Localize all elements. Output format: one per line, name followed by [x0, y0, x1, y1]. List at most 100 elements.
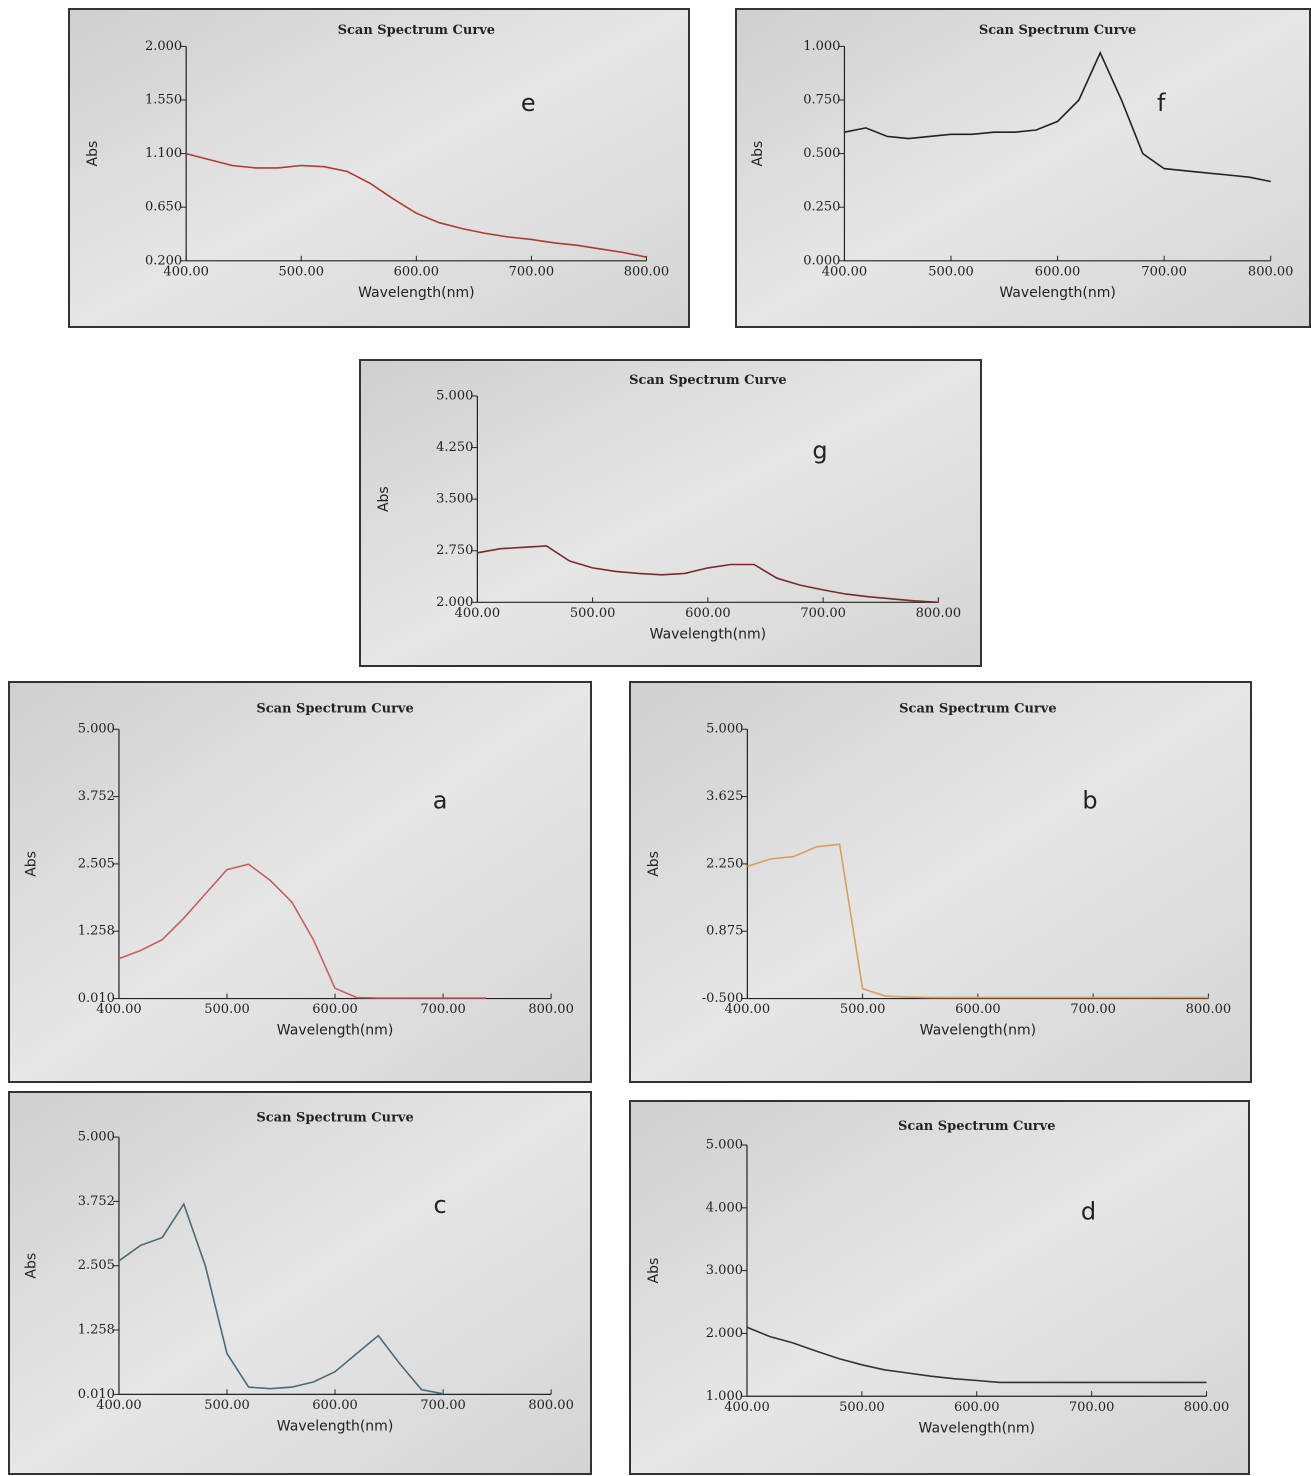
x-tick-label: 400.00	[455, 606, 501, 621]
spectrum-line	[185, 152, 647, 258]
panel	[629, 681, 1252, 1083]
x-tick-label: 800.00	[528, 1398, 574, 1413]
panel-label: d	[1081, 1198, 1096, 1226]
x-tick-label: 500.00	[204, 1002, 250, 1017]
y-tick-label: 0.650	[145, 200, 182, 215]
y-tick-label: 4.250	[436, 440, 473, 455]
x-tick-label: 700.00	[1070, 1002, 1116, 1017]
x-axis-label: Wavelength(nm)	[919, 1420, 1035, 1436]
panel-label: b	[1082, 787, 1097, 815]
y-tick-label: 1.550	[145, 93, 182, 108]
y-tick-label: 0.500	[803, 146, 840, 161]
y-tick-label: 0.750	[803, 93, 840, 108]
y-tick-label: 1.100	[145, 146, 182, 161]
x-tick-label: 400.00	[822, 264, 868, 279]
panel	[735, 8, 1311, 328]
chart-title: Scan Spectrum Curve	[629, 373, 786, 388]
y-tick-label: 0.010	[78, 991, 115, 1006]
spectrum-line	[747, 843, 1209, 999]
x-tick-label: 500.00	[839, 1400, 885, 1415]
y-tick-label: 5.000	[78, 722, 115, 737]
y-tick-label: 5.000	[706, 722, 743, 737]
y-tick-label: 2.505	[78, 856, 115, 871]
x-tick-label: 800.00	[1184, 1400, 1230, 1415]
x-tick-label: 400.00	[96, 1002, 142, 1017]
x-tick-label: 800.00	[1186, 1002, 1232, 1017]
x-tick-label: 400.00	[724, 1400, 770, 1415]
y-axis-label: Abs	[646, 851, 662, 877]
x-tick-label: 700.00	[1141, 264, 1187, 279]
spectrum-line	[746, 1326, 1207, 1384]
y-tick-label: 2.000	[706, 1326, 743, 1341]
x-tick-label: 400.00	[725, 1002, 771, 1017]
panel	[68, 8, 690, 328]
chart-title: Scan Spectrum Curve	[898, 1119, 1055, 1134]
y-axis-label: Abs	[750, 141, 766, 167]
x-tick-label: 500.00	[279, 264, 325, 279]
y-tick-label: 0.010	[78, 1387, 115, 1402]
x-axis-label: Wavelength(nm)	[999, 285, 1115, 301]
x-tick-label: 700.00	[420, 1002, 466, 1017]
x-axis-label: Wavelength(nm)	[358, 285, 474, 301]
y-tick-label: 3.752	[78, 789, 115, 804]
y-axis-label: Abs	[646, 1258, 662, 1284]
panel	[8, 681, 592, 1083]
x-tick-label: 400.00	[96, 1398, 142, 1413]
x-tick-label: 500.00	[570, 606, 616, 621]
x-tick-label: 600.00	[954, 1400, 1000, 1415]
y-tick-label: 2.250	[706, 856, 743, 871]
y-tick-label: 5.000	[706, 1138, 743, 1153]
panel-label: e	[521, 89, 536, 117]
y-axis-label: Abs	[23, 851, 39, 877]
y-tick-label: 3.625	[706, 789, 743, 804]
y-tick-label: 5.000	[436, 388, 473, 403]
y-tick-label: 3.752	[78, 1194, 115, 1209]
panel-label: f	[1157, 89, 1166, 117]
panel	[629, 1100, 1250, 1475]
y-axis-label: Abs	[85, 141, 101, 167]
y-tick-label: 5.000	[78, 1130, 115, 1145]
y-tick-label: 3.500	[436, 492, 473, 507]
x-tick-label: 400.00	[163, 264, 209, 279]
panel	[359, 359, 982, 667]
x-tick-label: 800.00	[916, 606, 962, 621]
x-tick-label: 600.00	[394, 264, 440, 279]
panel-label: g	[812, 436, 827, 464]
x-axis-label: Wavelength(nm)	[650, 626, 766, 642]
x-tick-label: 800.00	[1248, 264, 1294, 279]
y-tick-label: -0.500	[702, 991, 744, 1006]
x-tick-label: 800.00	[624, 264, 670, 279]
spectrum-line	[477, 545, 939, 604]
spectrum-line	[844, 50, 1271, 183]
y-axis-label: Abs	[23, 1253, 39, 1279]
x-tick-label: 700.00	[1069, 1400, 1115, 1415]
chart-title: Scan Spectrum Curve	[338, 23, 495, 38]
y-tick-label: 2.000	[145, 39, 182, 54]
x-tick-label: 500.00	[204, 1398, 250, 1413]
y-tick-label: 2.750	[436, 543, 473, 558]
y-tick-label: 2.000	[436, 595, 473, 610]
panel-label: c	[434, 1191, 447, 1219]
panel-label: a	[433, 787, 448, 815]
x-axis-label: Wavelength(nm)	[277, 1023, 393, 1039]
y-tick-label: 0.250	[803, 200, 840, 215]
chart-title: Scan Spectrum Curve	[256, 702, 413, 717]
x-tick-label: 500.00	[840, 1002, 886, 1017]
x-tick-label: 600.00	[955, 1002, 1001, 1017]
spectrum-line	[118, 1202, 444, 1395]
x-tick-label: 600.00	[312, 1002, 358, 1017]
y-tick-label: 1.258	[78, 924, 115, 939]
x-tick-label: 500.00	[928, 264, 974, 279]
y-tick-label: 2.505	[78, 1258, 115, 1273]
y-axis-label: Abs	[376, 486, 392, 512]
y-tick-label: 1.000	[706, 1389, 743, 1404]
x-tick-label: 600.00	[312, 1398, 358, 1413]
x-tick-label: 600.00	[1035, 264, 1081, 279]
chart-title: Scan Spectrum Curve	[899, 702, 1056, 717]
x-axis-label: Wavelength(nm)	[277, 1418, 393, 1434]
spectrum-line	[118, 863, 487, 999]
x-axis-label: Wavelength(nm)	[920, 1023, 1036, 1039]
x-tick-label: 700.00	[420, 1398, 466, 1413]
